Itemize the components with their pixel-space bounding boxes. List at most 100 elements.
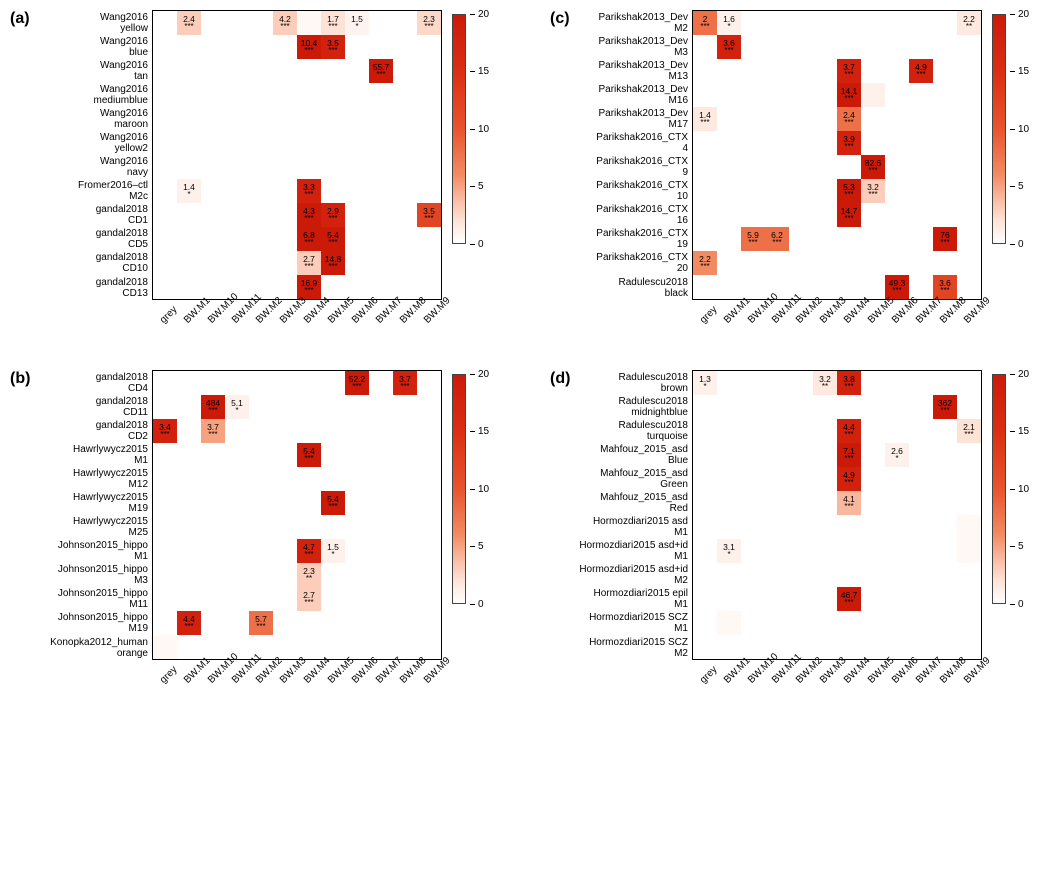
- row-label: Parikshak2016_CTX9: [568, 155, 692, 179]
- row-label: Konopka2012_humanorange: [28, 635, 152, 660]
- heatmap-cell: 5.7***: [249, 611, 273, 635]
- heatmap-row: Hawrlywycz2015M12: [28, 467, 442, 491]
- heatmap-cell: [417, 131, 441, 155]
- row-label: Radulescu2018midnightblue: [568, 395, 692, 419]
- heatmap-cell: [909, 467, 933, 491]
- heatmap-cell: [693, 227, 717, 251]
- heatmap-cell: [861, 611, 885, 635]
- heatmap-cell: [933, 587, 957, 611]
- heatmap-row: Parikshak2016_CTX1614.7***: [568, 203, 982, 227]
- heatmap-cell: [249, 251, 273, 275]
- heatmap-cell: [417, 611, 441, 635]
- heatmap-row: gandal2018CD23.4***3.7***: [28, 419, 442, 443]
- heatmap-cell: [909, 539, 933, 563]
- heatmap-cell: 4.3***: [297, 203, 321, 227]
- row-label: Parikshak2013_DevM3: [568, 35, 692, 59]
- cell-significance: ***: [844, 383, 853, 391]
- heatmap-cell: [393, 515, 417, 539]
- cell-significance: *: [235, 407, 238, 415]
- row-label: Johnson2015_hippoM3: [28, 563, 152, 587]
- heatmap-cell: 4.9***: [837, 467, 861, 491]
- heatmap-cell: [693, 35, 717, 59]
- grid-row: 14.1***: [692, 83, 982, 107]
- heatmap-cell: [249, 515, 273, 539]
- heatmap-cell: [909, 443, 933, 467]
- heatmap-cell: [273, 539, 297, 563]
- heatmap-cell: [273, 563, 297, 587]
- heatmap-cell: [153, 251, 177, 275]
- heatmap-cell: 4.2***: [273, 11, 297, 35]
- heatmap-cell: [957, 443, 981, 467]
- heatmap-cell: [765, 35, 789, 59]
- heatmap-cell: 1.4*: [177, 179, 201, 203]
- heatmap-cell: [249, 371, 273, 395]
- heatmap-row: gandal2018CD11484***5.1*: [28, 395, 442, 419]
- heatmap-cell: [417, 179, 441, 203]
- heatmap-cell: [201, 179, 225, 203]
- heatmap-cell: [933, 203, 957, 227]
- heatmap-cell: [885, 203, 909, 227]
- row-label: Hawrlywycz2015M1: [28, 443, 152, 467]
- heatmap-cell: [861, 395, 885, 419]
- figure-grid: (a)Wang2016yellow2.4***4.2***1.7***1.5*2…: [10, 10, 1050, 710]
- heatmap-cell: [201, 587, 225, 611]
- heatmap-cell: [957, 371, 981, 395]
- heatmap-cell: [693, 611, 717, 635]
- heatmap-cell: [693, 587, 717, 611]
- row-label: Hormozdiari2015 asd+idM1: [568, 539, 692, 563]
- heatmap-cell: [297, 131, 321, 155]
- grid-row: 82.6***: [692, 155, 982, 179]
- cell-significance: ***: [400, 383, 409, 391]
- panel-label: (b): [10, 370, 30, 388]
- heatmap-rows: Wang2016yellow2.4***4.2***1.7***1.5*2.3*…: [28, 10, 442, 300]
- heatmap-cell: [885, 563, 909, 587]
- heatmap-cell: [861, 563, 885, 587]
- heatmap-cell: [861, 59, 885, 83]
- heatmap-cell: [273, 35, 297, 59]
- heatmap-cell: 4.9***: [909, 59, 933, 83]
- heatmap-cell: [765, 251, 789, 275]
- cell-significance: ***: [964, 431, 973, 439]
- heatmap-cell: [789, 515, 813, 539]
- panel-b: (b)gandal2018CD452.2***3.7***gandal2018C…: [10, 370, 520, 710]
- heatmap-cell: [321, 83, 345, 107]
- heatmap-cell: [741, 179, 765, 203]
- cell-significance: ***: [868, 191, 877, 199]
- cell-significance: *: [355, 23, 358, 31]
- heatmap-cell: [693, 155, 717, 179]
- heatmap-cell: [789, 587, 813, 611]
- heatmap-cell: [765, 515, 789, 539]
- grid-row: 5.9***6.2***76***: [692, 227, 982, 251]
- heatmap-cell: [297, 155, 321, 179]
- heatmap-row: Parikshak2016_CTX43.9***: [568, 131, 982, 155]
- heatmap-cell: [933, 611, 957, 635]
- cell-significance: *: [727, 551, 730, 559]
- heatmap-cell: [957, 539, 981, 563]
- heatmap-cell: [765, 587, 789, 611]
- grid-row: 3.4***3.7***: [152, 419, 442, 443]
- cell-significance: ***: [304, 455, 313, 463]
- cell-significance: ***: [844, 599, 853, 607]
- heatmap-cell: [153, 515, 177, 539]
- grid-row: 2.4***4.2***1.7***1.5*2.3***: [152, 10, 442, 35]
- heatmap-cell: [177, 539, 201, 563]
- heatmap-cell: [741, 203, 765, 227]
- heatmap-row: Wang2016blue10.4***3.5***: [28, 35, 442, 59]
- heatmap-cell: 3.7***: [837, 59, 861, 83]
- heatmap-cell: [369, 563, 393, 587]
- heatmap-cell: 5.9***: [741, 227, 765, 251]
- heatmap-rows: Radulescu2018brown1.3*3.2**3.8***Radules…: [568, 370, 982, 660]
- heatmap-cell: [417, 107, 441, 131]
- heatmap-cell: [393, 155, 417, 179]
- grid-row: 3.9***: [692, 131, 982, 155]
- heatmap-cell: [249, 587, 273, 611]
- grid-row: 2.2***: [692, 251, 982, 275]
- heatmap-cell: [369, 419, 393, 443]
- row-label: Radulescu2018turquoise: [568, 419, 692, 443]
- grid-row: 7.1***2.6*: [692, 443, 982, 467]
- cell-significance: ***: [700, 119, 709, 127]
- row-label: Parikshak2013_DevM2: [568, 10, 692, 35]
- heatmap-cell: [249, 443, 273, 467]
- grid-row: 3.7*** 4.9***: [692, 59, 982, 83]
- heatmap-cell: [789, 467, 813, 491]
